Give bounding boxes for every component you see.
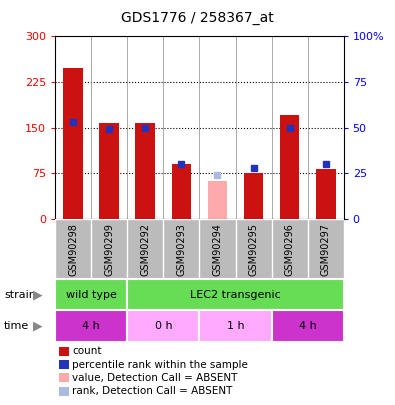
Bar [100, 123, 119, 219]
Bar [208, 181, 228, 219]
Bar [244, 173, 263, 219]
Text: GSM90297: GSM90297 [321, 223, 331, 275]
Bar [127, 310, 199, 342]
Bar [235, 219, 272, 279]
Text: 4 h: 4 h [299, 321, 316, 331]
Bar [308, 219, 344, 279]
Bar [55, 219, 91, 279]
Bar [135, 123, 155, 219]
Text: 0 h: 0 h [154, 321, 172, 331]
Text: 4 h: 4 h [83, 321, 100, 331]
Bar [55, 279, 127, 310]
Text: LEC2 transgenic: LEC2 transgenic [190, 290, 281, 300]
Bar [199, 310, 272, 342]
Text: GSM90299: GSM90299 [104, 223, 115, 275]
Text: ▶: ▶ [33, 288, 42, 301]
Text: count: count [72, 346, 102, 356]
Bar [91, 219, 127, 279]
Text: 1 h: 1 h [227, 321, 245, 331]
Text: GSM90296: GSM90296 [284, 223, 295, 275]
Text: GSM90292: GSM90292 [140, 223, 150, 275]
Text: ▶: ▶ [33, 320, 42, 333]
Text: GSM90298: GSM90298 [68, 223, 78, 275]
Bar [199, 219, 235, 279]
Bar [280, 115, 299, 219]
Text: GSM90293: GSM90293 [177, 223, 186, 275]
Bar [55, 310, 127, 342]
Bar [272, 310, 344, 342]
Bar [64, 68, 83, 219]
Bar [316, 169, 335, 219]
Text: time: time [4, 321, 29, 331]
Text: strain: strain [4, 290, 36, 300]
Bar [272, 219, 308, 279]
Text: GSM90295: GSM90295 [248, 223, 259, 275]
Text: GDS1776 / 258367_at: GDS1776 / 258367_at [121, 11, 274, 25]
Text: wild type: wild type [66, 290, 117, 300]
Bar [164, 219, 199, 279]
Bar [127, 219, 164, 279]
Bar [171, 164, 191, 219]
Text: GSM90294: GSM90294 [213, 223, 222, 275]
Text: value, Detection Call = ABSENT: value, Detection Call = ABSENT [72, 373, 238, 383]
Text: percentile rank within the sample: percentile rank within the sample [72, 360, 248, 369]
Text: rank, Detection Call = ABSENT: rank, Detection Call = ABSENT [72, 386, 233, 396]
Bar [127, 279, 344, 310]
